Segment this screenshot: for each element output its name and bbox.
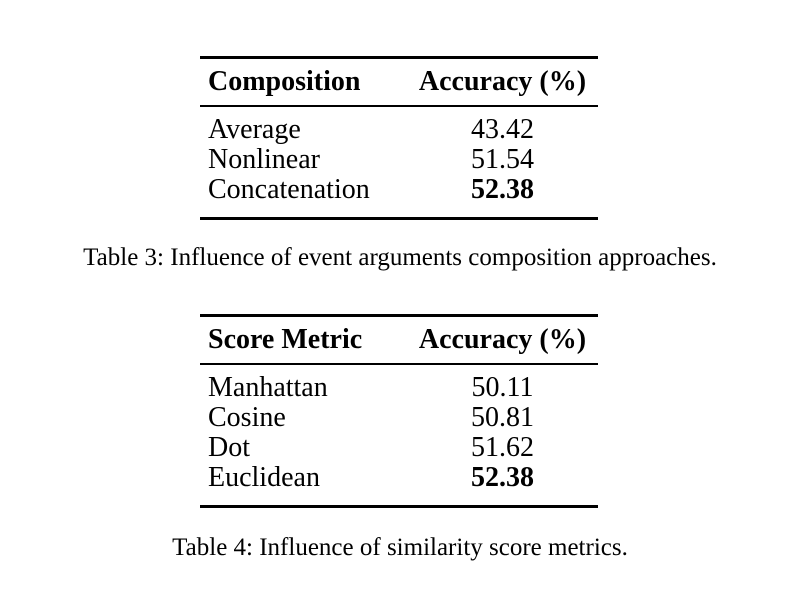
table-cell-label: Dot: [208, 432, 250, 463]
table-cell-value: 50.11: [471, 372, 534, 403]
table-row: Euclidean 52.38: [200, 463, 598, 507]
composition-table-body: Average 43.42 Nonlinear 51.54 Concatenat…: [200, 106, 598, 219]
table-row: Cosine 50.81: [200, 403, 598, 433]
score-metric-table-header: Score Metric Accuracy (%): [200, 314, 598, 365]
header-cell-score-metric: Score Metric: [200, 314, 407, 365]
table-cell-label: Concatenation: [208, 174, 370, 205]
header-cell-accuracy: Accuracy (%): [406, 314, 598, 365]
table-header-row: Score Metric Accuracy (%): [200, 314, 598, 365]
table-cell-value-best: 52.38: [470, 174, 534, 205]
table-row: Nonlinear 51.54: [200, 145, 598, 175]
caption-table-3: Table 3: Influence of event arguments co…: [83, 244, 717, 271]
table-row: Concatenation 52.38: [200, 175, 598, 219]
caption-table-4: Table 4: Influence of similarity score m…: [172, 534, 628, 561]
table-cell-value: 50.81: [470, 402, 534, 433]
table-cell-label: Average: [208, 114, 301, 145]
table-row: Manhattan 50.11: [200, 364, 598, 403]
score-metric-table: Score Metric Accuracy (%) Manhattan 50.1…: [200, 314, 598, 508]
score-metric-table-body: Manhattan 50.11 Cosine 50.81 Dot 51.62 E…: [200, 364, 598, 507]
table-cell-value-best: 52.38: [470, 462, 534, 493]
header-cell-composition: Composition: [200, 56, 407, 107]
table-cell-label: Euclidean: [208, 462, 320, 493]
table-cell-label: Cosine: [208, 402, 286, 433]
table-row: Dot 51.62: [200, 433, 598, 463]
table-row: Average 43.42: [200, 106, 598, 145]
table-cell-value: 51.54: [470, 144, 534, 175]
table-cell-label: Manhattan: [208, 372, 328, 403]
table-cell-value: 43.42: [470, 114, 534, 145]
header-cell-accuracy: Accuracy (%): [406, 56, 598, 107]
table-header-row: Composition Accuracy (%): [200, 56, 598, 107]
composition-table: Composition Accuracy (%) Average 43.42 N…: [200, 56, 598, 220]
table-cell-label: Nonlinear: [208, 144, 320, 175]
table-cell-value: 51.62: [470, 432, 534, 463]
composition-table-header: Composition Accuracy (%): [200, 56, 598, 107]
